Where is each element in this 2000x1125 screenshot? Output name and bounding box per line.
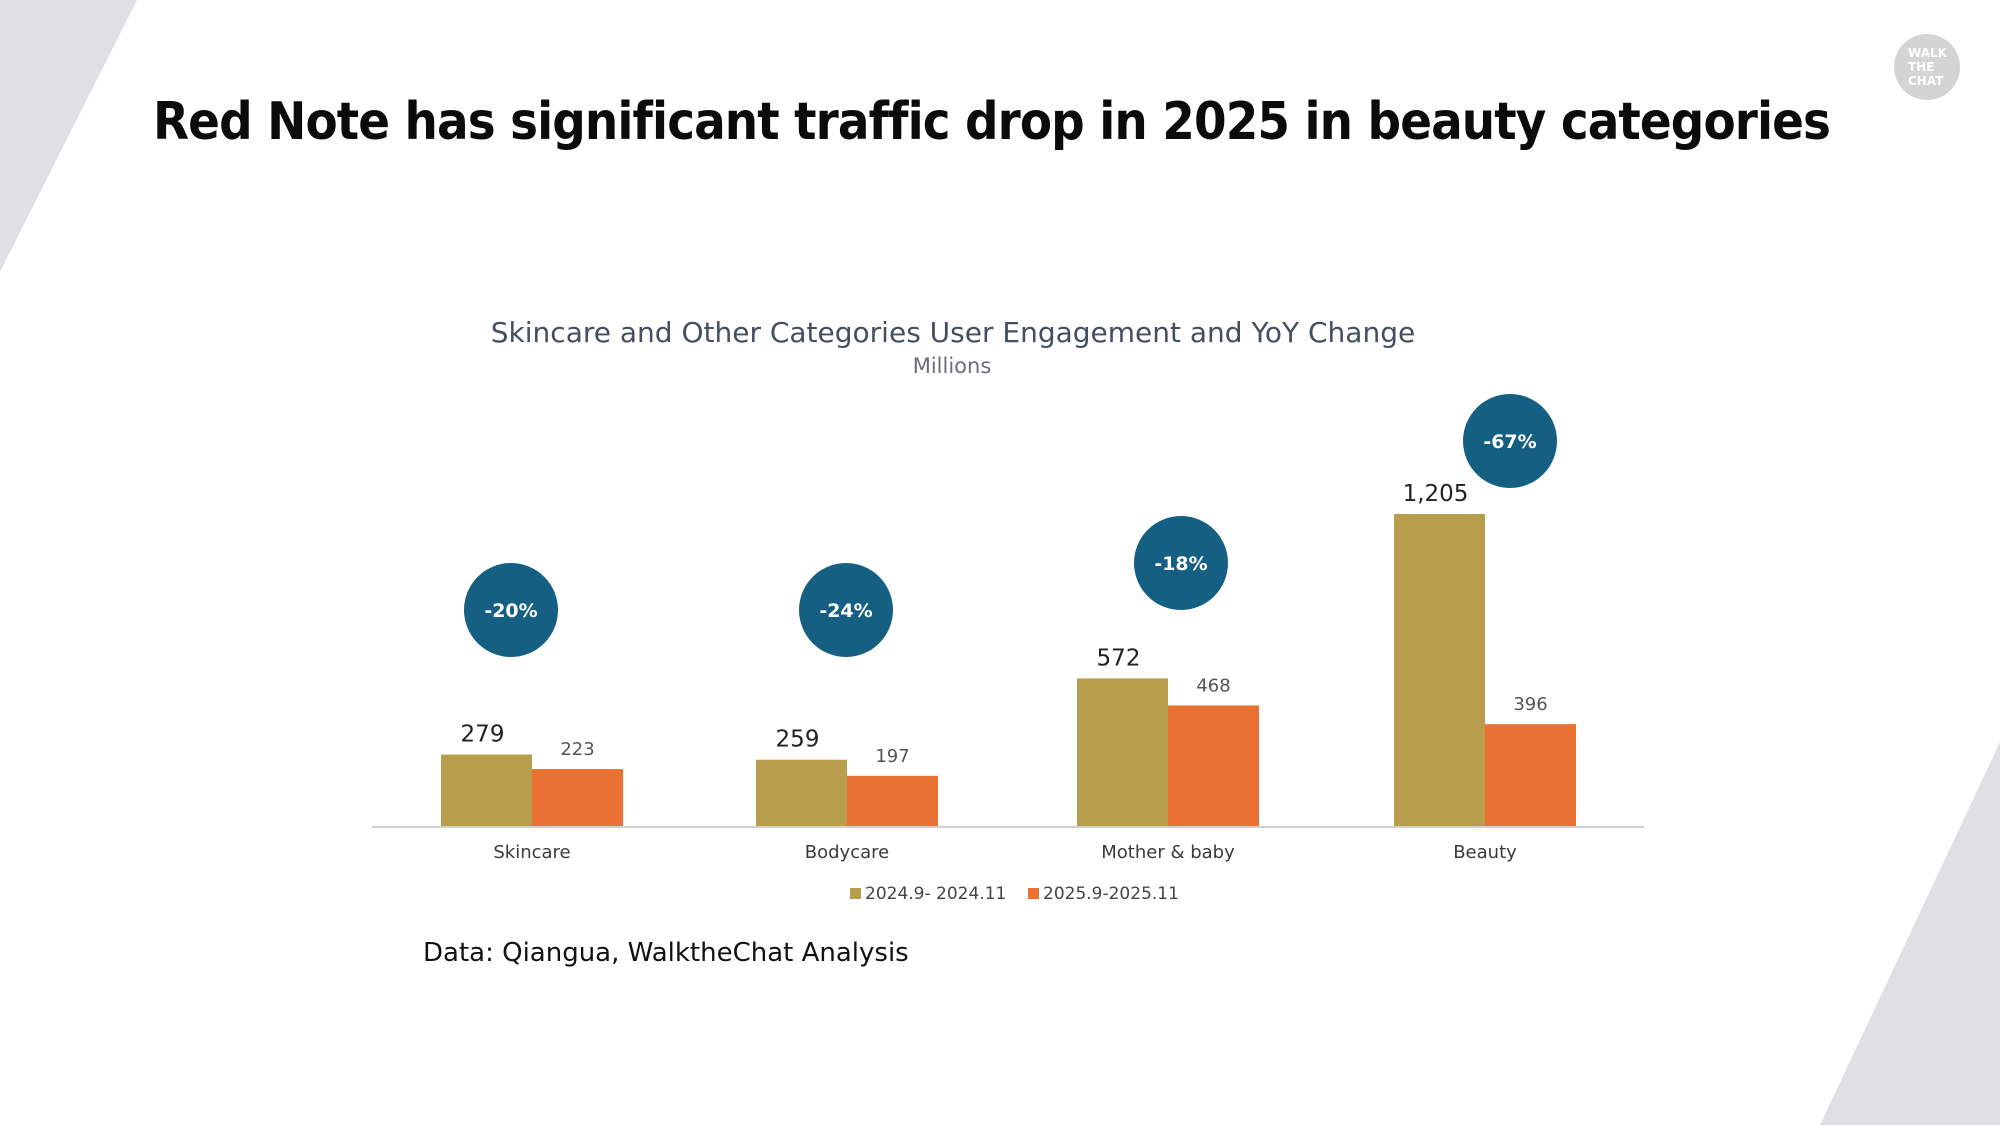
chart-marks: 279 223 Skincare -20% 259 197 Bodycare -24% 572 4… — [441, 394, 1576, 863]
data-label: 197 — [875, 746, 909, 767]
slide-title: Red Note has significant traffic drop in… — [153, 92, 1831, 152]
yoy-badge — [799, 563, 893, 657]
category-label: Mother & baby — [1101, 842, 1235, 863]
bar-2025 — [532, 769, 623, 827]
bar-2024 — [441, 754, 532, 827]
category-label: Beauty — [1453, 842, 1517, 863]
data-label: 396 — [1513, 694, 1547, 715]
legend-label: 2024.9- 2024.11 — [865, 884, 1006, 904]
data-label: 259 — [776, 727, 820, 753]
category-label: Skincare — [493, 842, 570, 863]
bottom-right-shape — [1820, 742, 2000, 1125]
chart-title: Skincare and Other Categories User Engag… — [491, 316, 1415, 349]
chart-subtitle: Millions — [913, 354, 992, 378]
yoy-badge — [464, 563, 558, 657]
yoy-badge-label: -18% — [1154, 553, 1207, 575]
bar-2025 — [847, 775, 938, 827]
legend: 2024.9- 2024.11 2025.9-2025.11 — [850, 884, 1179, 904]
category-label: Bodycare — [805, 842, 889, 863]
yoy-badge — [1134, 516, 1228, 610]
data-label: 279 — [461, 722, 505, 748]
yoy-badge — [1463, 394, 1557, 488]
logo-line: WALK — [1908, 46, 1947, 60]
data-label: 468 — [1196, 675, 1230, 696]
top-left-shape — [0, 0, 137, 272]
legend-swatch — [850, 888, 861, 899]
legend-swatch — [1028, 888, 1039, 899]
bar-2025 — [1485, 724, 1576, 827]
yoy-badge-label: -24% — [819, 600, 872, 622]
yoy-badge-label: -67% — [1483, 431, 1536, 453]
logo-line: CHAT — [1908, 74, 1944, 88]
bar-2024 — [756, 759, 847, 827]
data-label: 1,205 — [1403, 481, 1469, 507]
bar-2024 — [1394, 514, 1485, 827]
data-label: 223 — [560, 739, 594, 760]
bar-2024 — [1077, 678, 1168, 827]
bar-2025 — [1168, 705, 1259, 827]
legend-label: 2025.9-2025.11 — [1043, 884, 1179, 904]
walkthechat-logo: WALK THE CHAT — [1894, 34, 1960, 100]
logo-line: THE — [1908, 60, 1935, 74]
yoy-badge-label: -20% — [484, 600, 537, 622]
data-label: 572 — [1097, 645, 1141, 671]
data-source: Data: Qiangua, WalktheChat Analysis — [423, 938, 909, 968]
